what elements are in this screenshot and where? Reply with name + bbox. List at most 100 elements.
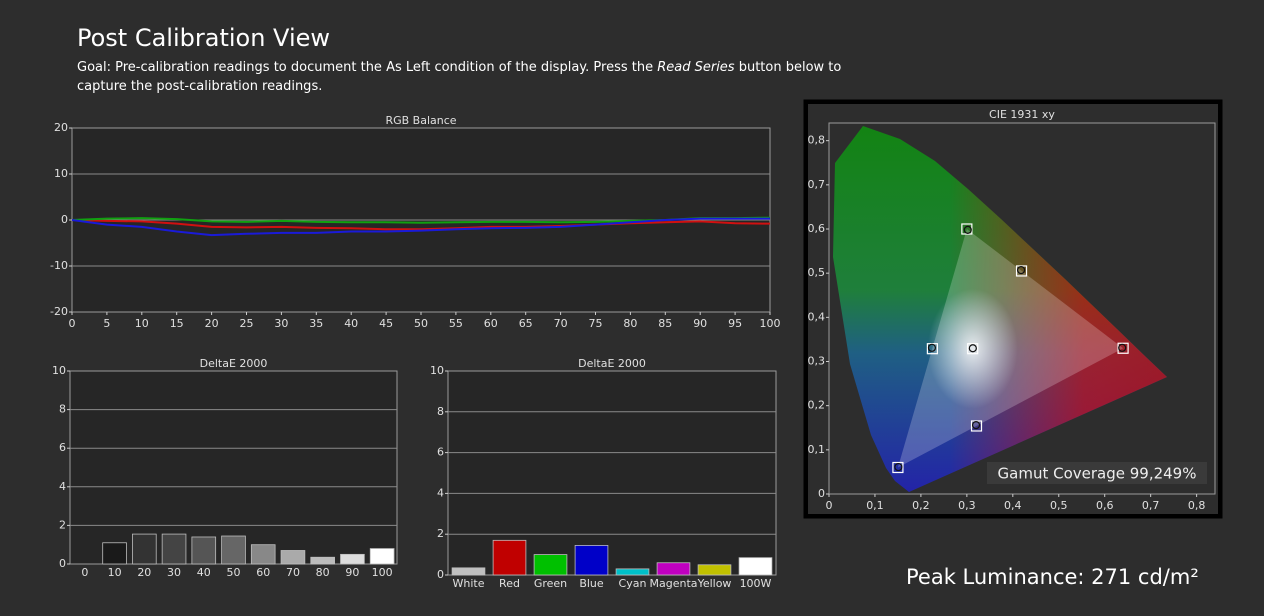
y-tick-label: 6 [437, 446, 444, 459]
y-tick-label: 0,2 [808, 399, 826, 412]
measured-point [963, 225, 972, 234]
x-tick-label: 40 [197, 566, 211, 579]
page-title: Post Calibration View [77, 24, 331, 52]
y-tick-label: 8 [59, 403, 66, 416]
target-point [926, 343, 938, 355]
y-tick-label: 4 [437, 486, 444, 499]
x-tick-label: Yellow [697, 577, 732, 590]
bar [451, 567, 486, 576]
x-tick-label: 100 [372, 566, 393, 579]
bar [656, 562, 691, 576]
bar [738, 557, 773, 576]
y-tick-label: 0,8 [808, 134, 826, 147]
x-tick-label: Magenta [649, 577, 697, 590]
x-tick-label: 10 [108, 566, 122, 579]
bar [102, 542, 127, 565]
x-tick-label: 50 [227, 566, 241, 579]
chart-title: RGB Balance [385, 114, 456, 127]
goal-prefix: Goal: Pre-calibration readings to docume… [77, 60, 658, 75]
y-tick-label: 0 [437, 568, 444, 581]
bar [369, 548, 395, 565]
bar [250, 544, 276, 565]
x-tick-label: 0,4 [1004, 499, 1022, 512]
x-tick-label: 25 [240, 317, 254, 330]
y-tick-label: 0,4 [808, 310, 826, 323]
chart-title: DeltaE 2000 [200, 357, 268, 370]
bar [615, 568, 650, 576]
bar [221, 535, 246, 565]
x-tick-label: 55 [449, 317, 463, 330]
x-tick-label: White [453, 577, 485, 590]
x-tick-label: Blue [579, 577, 604, 590]
x-tick-label: 80 [623, 317, 637, 330]
x-tick-label: Cyan [619, 577, 647, 590]
x-tick-label: 15 [170, 317, 184, 330]
annotation-box [987, 462, 1207, 484]
y-tick-label: -20 [50, 305, 68, 318]
target-point [970, 420, 983, 432]
target-point [967, 343, 979, 355]
x-tick-label: 0 [826, 499, 833, 512]
bar [533, 554, 568, 576]
x-tick-label: 60 [256, 566, 270, 579]
x-tick-label: 40 [344, 317, 358, 330]
bar [161, 533, 187, 565]
measured-point [1118, 343, 1127, 352]
target-point [1015, 265, 1028, 277]
x-tick-label: 100 [760, 317, 781, 330]
y-tick-label: 0 [818, 487, 825, 500]
x-tick-label: 0,6 [1096, 499, 1114, 512]
x-tick-label: 35 [309, 317, 323, 330]
x-tick-label: 50 [414, 317, 428, 330]
x-tick-label: 60 [484, 317, 498, 330]
plot-area [828, 122, 1216, 495]
y-tick-label: 10 [54, 167, 68, 180]
y-tick-label: 6 [59, 441, 66, 454]
x-tick-label: 100W [740, 577, 772, 590]
x-tick-label: 0 [81, 566, 88, 579]
series-line [71, 217, 770, 237]
bar [697, 564, 732, 576]
x-tick-label: 0,8 [1188, 499, 1206, 512]
y-tick-label: 0,7 [808, 178, 826, 191]
y-tick-label: 4 [59, 480, 66, 493]
y-tick-label: 0 [61, 213, 68, 226]
target-point [1117, 342, 1129, 354]
y-tick-label: -10 [50, 259, 68, 272]
x-tick-label: 20 [137, 566, 151, 579]
y-tick-label: 0,6 [808, 222, 826, 235]
y-tick-label: 20 [54, 121, 68, 134]
measured-point [927, 343, 937, 352]
bar [310, 556, 335, 565]
bar [574, 545, 609, 576]
x-tick-label: 85 [658, 317, 672, 330]
x-tick-label: 90 [693, 317, 707, 330]
x-tick-label: 0,1 [866, 499, 884, 512]
x-tick-label: 95 [728, 317, 742, 330]
bar [492, 539, 527, 576]
x-tick-label: 5 [103, 317, 110, 330]
x-tick-label: 80 [316, 566, 330, 579]
y-tick-label: 0,3 [808, 355, 826, 368]
measured-point [968, 344, 977, 353]
x-tick-label: 90 [345, 566, 359, 579]
x-tick-label: 0,3 [958, 499, 976, 512]
x-tick-label: 20 [205, 317, 219, 330]
x-tick-label: 30 [167, 566, 181, 579]
x-tick-label: 70 [286, 566, 300, 579]
y-tick-label: 2 [437, 527, 444, 540]
x-tick-label: 45 [379, 317, 393, 330]
measured-point [971, 421, 981, 430]
goal-emphasis: Read Series [657, 60, 735, 75]
x-tick-label: 65 [519, 317, 533, 330]
x-tick-label: 10 [135, 317, 149, 330]
white-glow [927, 288, 1018, 409]
target-point [892, 461, 904, 474]
x-tick-label: 0,7 [1142, 499, 1160, 512]
gamut-coverage: Gamut Coverage 99,249% [998, 465, 1197, 483]
measured-point [1016, 265, 1026, 275]
y-tick-label: 0 [59, 557, 66, 570]
bar [132, 533, 157, 565]
bar [340, 553, 365, 565]
